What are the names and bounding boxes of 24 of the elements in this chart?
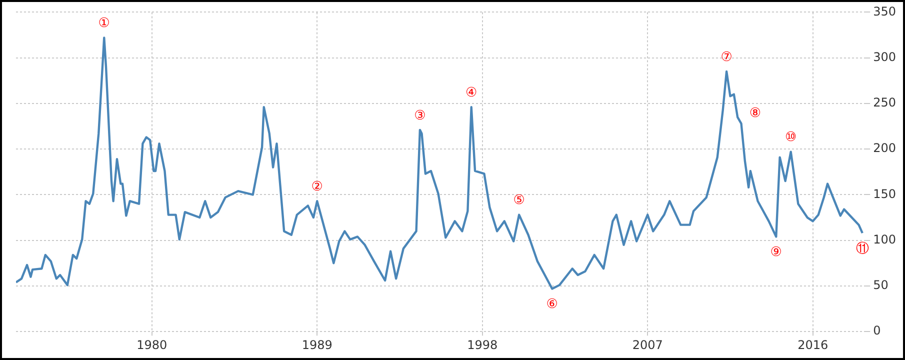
annotation: ⑤ bbox=[513, 193, 525, 208]
annotation: ⑧ bbox=[749, 106, 762, 121]
y-tick-label: 0 bbox=[873, 324, 881, 338]
annotation: ② bbox=[311, 179, 323, 194]
x-tick-label: 1989 bbox=[302, 338, 332, 352]
annotation: ⑦ bbox=[720, 50, 732, 65]
y-tick-label: 300 bbox=[873, 50, 896, 64]
annotation: ⑪ bbox=[856, 241, 869, 256]
annotation: ⑥ bbox=[546, 297, 558, 312]
y-tick-label: 350 bbox=[873, 4, 896, 18]
annotation: ③ bbox=[414, 108, 426, 124]
y-tick-label: 200 bbox=[873, 141, 896, 156]
y-tick-label: 50 bbox=[873, 278, 888, 292]
y-tick-label: 100 bbox=[873, 232, 896, 246]
annotation: ⑩ bbox=[784, 130, 797, 146]
annotation: ⑨ bbox=[770, 245, 782, 260]
x-tick-label: 2016 bbox=[798, 338, 828, 352]
annotation: ① bbox=[98, 16, 110, 32]
x-tick-label: 1998 bbox=[467, 338, 498, 352]
x-tick-label: 1980 bbox=[136, 338, 168, 352]
x-tick-label: 2007 bbox=[632, 338, 663, 352]
y-tick-label: 250 bbox=[873, 96, 896, 110]
y-tick-label: 150 bbox=[873, 186, 896, 201]
annotation: ④ bbox=[466, 85, 478, 100]
